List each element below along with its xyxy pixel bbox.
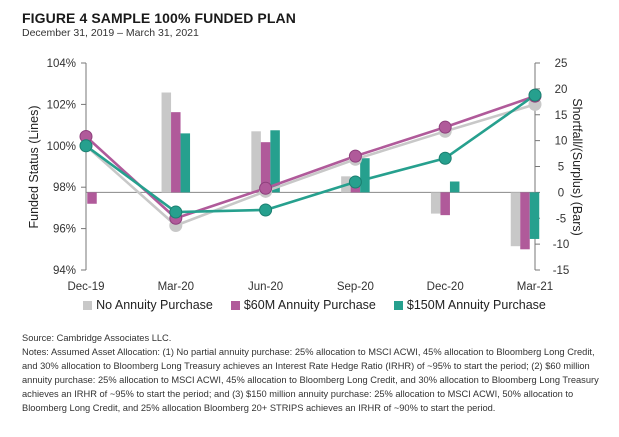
y-left-tick-label: 96%	[53, 224, 76, 236]
legend-item-no-annuity: No Annuity Purchase	[83, 298, 213, 312]
bar	[360, 158, 370, 193]
bar	[520, 192, 530, 250]
bar	[87, 192, 97, 204]
line-marker	[259, 203, 273, 217]
figure-title: FIGURE 4 SAMPLE 100% FUNDED PLAN	[22, 10, 296, 26]
legend-swatch	[393, 300, 403, 310]
x-tick-label: Dec-19	[67, 281, 104, 293]
y-right-tick-label: 10	[555, 136, 568, 148]
bar	[510, 192, 521, 247]
legend-label: $150M Annuity Purchase	[406, 298, 546, 312]
series-line	[85, 94, 536, 220]
legend-item-60m-annuity: $60M Annuity Purchase	[230, 298, 376, 312]
y-axis-right-label: Shortfall/(Surplus) (Bars)	[570, 98, 584, 236]
legend-swatch	[83, 300, 93, 310]
series-line	[85, 103, 536, 227]
x-tick-label: Sep-20	[337, 281, 374, 293]
y-axis-left-label: Funded Status (Lines)	[27, 106, 41, 229]
x-tick-label: Mar-20	[158, 281, 194, 293]
y-right-tick-label: 5	[558, 162, 564, 174]
line-marker	[348, 175, 362, 189]
figure-subtitle: December 31, 2019 – March 31, 2021	[22, 27, 199, 39]
legend-item-150m-annuity: $150M Annuity Purchase	[393, 298, 546, 312]
legend: No Annuity Purchase $60M Annuity Purchas…	[0, 298, 619, 312]
notes-text: Notes: Assumed Asset Allocation: (1) No …	[22, 347, 599, 413]
bar	[161, 92, 172, 193]
series-line	[85, 94, 536, 214]
line-marker	[438, 151, 452, 165]
bar	[449, 181, 460, 193]
bar	[440, 192, 450, 216]
line-marker	[169, 205, 183, 219]
bar	[529, 192, 540, 239]
y-right-tick-label: 0	[558, 187, 564, 199]
y-left-tick-label: 104%	[47, 58, 76, 70]
bar	[171, 112, 181, 193]
line-marker	[348, 149, 362, 163]
y-right-tick-label: -15	[553, 265, 570, 277]
y-left-tick-label: 102%	[47, 99, 76, 111]
line-marker	[528, 88, 542, 102]
line-marker	[79, 139, 93, 153]
bar	[260, 142, 271, 193]
y-right-tick-label: 15	[555, 110, 568, 122]
bar	[430, 192, 441, 214]
bar	[251, 131, 261, 193]
line-marker	[438, 120, 452, 134]
legend-swatch	[230, 300, 240, 310]
x-tick-label: Mar-21	[517, 281, 553, 293]
y-left-tick-label: 98%	[53, 182, 76, 194]
y-right-tick-label: -5	[556, 213, 566, 225]
legend-label: $60M Annuity Purchase	[243, 298, 376, 312]
x-tick-label: Dec-20	[427, 281, 464, 293]
y-right-tick-label: 20	[555, 84, 568, 96]
y-right-tick-label: -10	[553, 239, 570, 251]
y-right-tick-label: 25	[555, 58, 568, 70]
y-left-tick-label: 94%	[53, 265, 76, 277]
chart: 94% 96% 98% 100% 102% 104% -15 -10 -5 0 5 10 15 20 25 D…	[27, 58, 584, 293]
x-tick-label: Jun-20	[248, 281, 283, 293]
legend-label: No Annuity Purchase	[96, 298, 213, 312]
source-note: Source: Cambridge Associates LLC.	[22, 333, 172, 343]
footnotes: Source: Cambridge Associates LLC. Notes:…	[22, 331, 602, 415]
bar	[180, 133, 191, 193]
line-marker	[259, 181, 273, 195]
bar	[270, 130, 280, 193]
y-left-tick-label: 100%	[47, 141, 76, 153]
